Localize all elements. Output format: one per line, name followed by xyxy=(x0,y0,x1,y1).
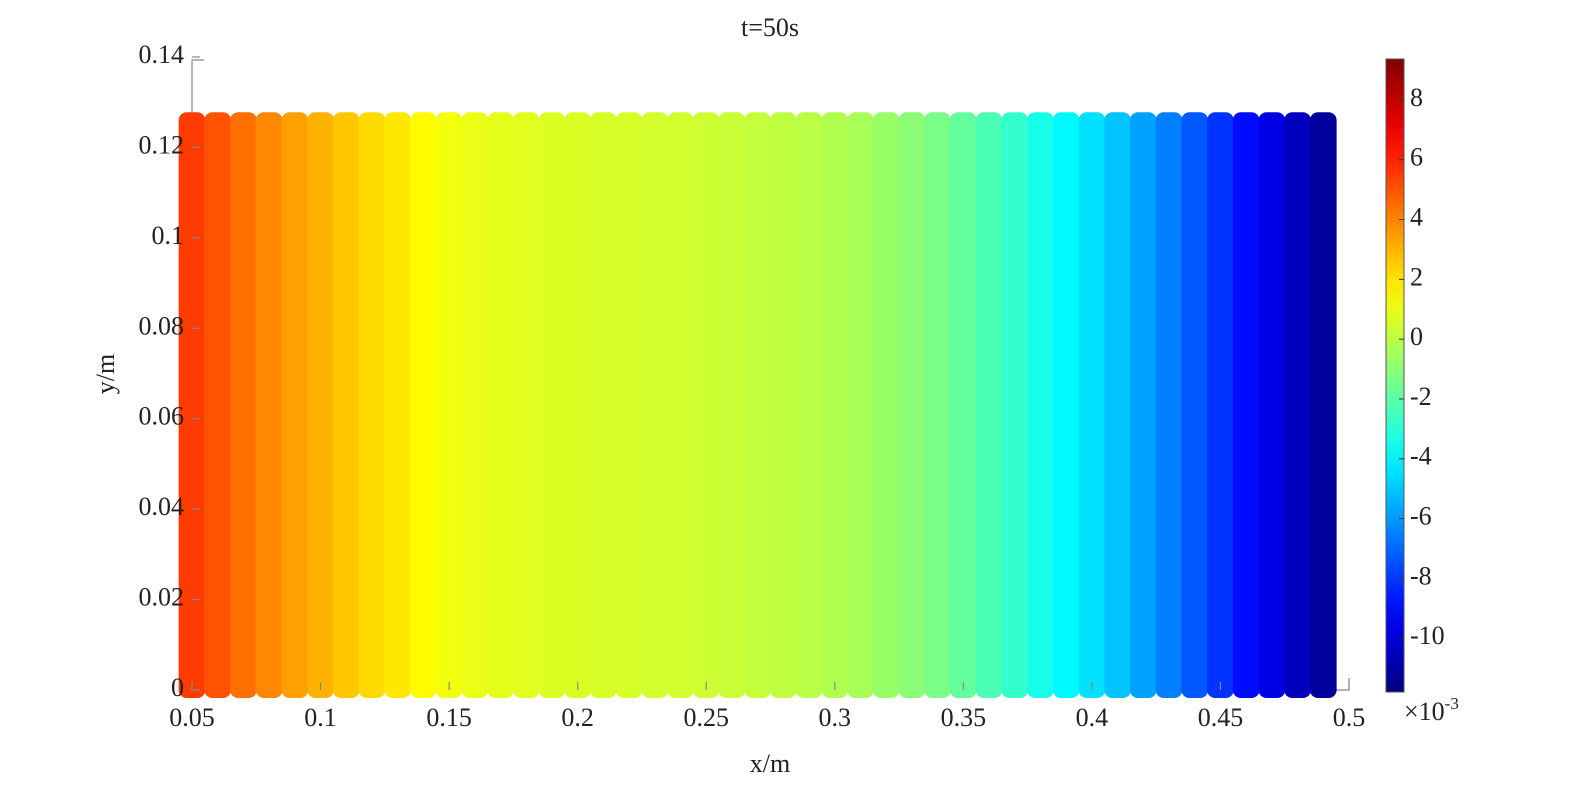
point-column xyxy=(1027,112,1054,699)
point-column xyxy=(1284,112,1311,699)
colorbar-tick-label: 2 xyxy=(1410,262,1423,291)
point-column xyxy=(872,112,900,699)
point-column xyxy=(512,112,540,699)
x-tick-label: 0.25 xyxy=(683,703,729,732)
x-tick-label: 0.45 xyxy=(1198,703,1244,732)
x-tick-label: 0.1 xyxy=(304,703,337,732)
y-tick-label: 0.12 xyxy=(139,130,185,159)
point-column xyxy=(949,112,977,699)
point-column xyxy=(641,112,669,699)
y-tick-label: 0.14 xyxy=(139,40,185,69)
point-column xyxy=(898,112,926,699)
colorbar-tick-label: -10 xyxy=(1410,621,1445,650)
point-column xyxy=(1078,112,1106,699)
point-column xyxy=(1001,112,1029,699)
point-column xyxy=(1207,112,1234,699)
point-column xyxy=(1309,112,1337,699)
point-column xyxy=(1129,112,1157,699)
colorbar-tick-label: -2 xyxy=(1410,382,1432,411)
colorbar-exponent: ×10-3 xyxy=(1404,694,1459,726)
colorbar-exponent-power: -3 xyxy=(1445,694,1459,713)
point-column xyxy=(692,112,720,699)
point-column xyxy=(924,112,951,699)
colorbar-tick-label: 8 xyxy=(1410,83,1423,112)
point-column xyxy=(332,112,360,699)
x-tick-label: 0.3 xyxy=(819,703,852,732)
colorbar-tick-label: 0 xyxy=(1410,322,1423,351)
chart-title: t=50s xyxy=(741,13,799,42)
point-column xyxy=(975,112,1003,699)
y-tick-label: 0 xyxy=(171,673,184,702)
y-tick-label: 0.08 xyxy=(139,311,185,340)
x-tick-label: 0.05 xyxy=(169,703,215,732)
point-column xyxy=(358,112,386,699)
y-tick-label: 0.02 xyxy=(139,583,185,612)
colorbar-tick-label: 6 xyxy=(1410,143,1423,172)
point-column xyxy=(615,112,643,699)
y-axis-label: y/m xyxy=(91,354,120,394)
colorbar-tick-label: -8 xyxy=(1410,561,1432,590)
point-column xyxy=(410,112,437,699)
y-tick-label: 0.06 xyxy=(139,402,185,431)
y-tick-label: 0.1 xyxy=(152,221,185,250)
point-column xyxy=(1258,112,1286,699)
x-tick-label: 0.2 xyxy=(561,703,594,732)
point-column xyxy=(281,112,309,699)
point-column xyxy=(230,112,257,699)
point-column xyxy=(744,112,771,699)
point-column xyxy=(821,112,849,699)
x-tick-label: 0.35 xyxy=(941,703,987,732)
point-column xyxy=(1181,112,1209,699)
point-column xyxy=(384,112,412,699)
point-column xyxy=(564,112,592,699)
x-axis-label: x/m xyxy=(750,749,790,778)
colorbar xyxy=(1385,58,1405,693)
x-tick-label: 0.4 xyxy=(1076,703,1109,732)
colorbar-tick-label: -6 xyxy=(1410,502,1432,531)
colorbar-multiplier: ×10 xyxy=(1404,697,1445,726)
point-column xyxy=(1232,112,1260,699)
point-column xyxy=(795,112,823,699)
point-column xyxy=(255,112,283,699)
point-column xyxy=(1052,112,1080,699)
point-column xyxy=(204,112,232,699)
x-tick-label: 0.15 xyxy=(426,703,472,732)
colorbar-tick-label: -4 xyxy=(1410,442,1432,471)
point-column xyxy=(590,112,617,699)
point-column xyxy=(307,112,334,699)
point-column xyxy=(487,112,514,699)
colorbar-tick-label: 4 xyxy=(1410,203,1423,232)
point-column xyxy=(847,112,874,699)
point-column xyxy=(718,112,746,699)
point-column xyxy=(1104,112,1131,699)
point-column xyxy=(461,112,489,699)
point-column xyxy=(667,112,694,699)
point-column xyxy=(1155,112,1183,699)
point-column xyxy=(178,112,206,699)
point-column xyxy=(435,112,463,699)
x-tick-label: 0.5 xyxy=(1333,703,1366,732)
point-column xyxy=(538,112,566,699)
point-column xyxy=(770,112,797,699)
y-tick-label: 0.04 xyxy=(139,492,185,521)
